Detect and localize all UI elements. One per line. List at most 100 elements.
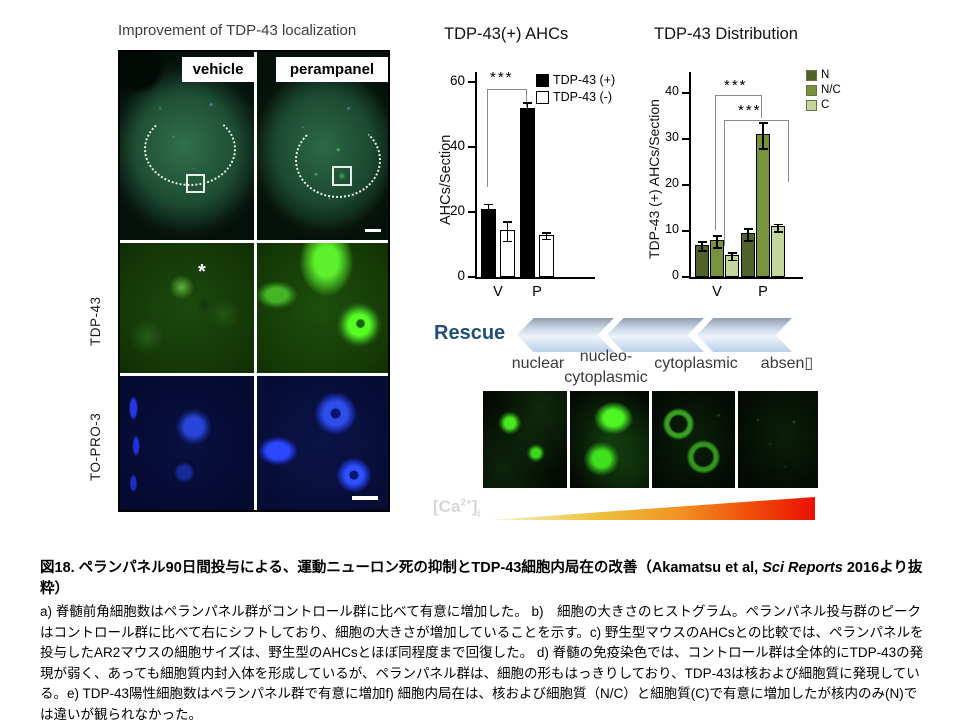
significance-bracket bbox=[487, 89, 526, 90]
error-bar bbox=[506, 221, 508, 241]
caption-body: a) 脊髄前角細胞数はペランパネル群がコントロール群に比べて有意に増加した。 b… bbox=[40, 604, 924, 720]
stage-label-cytoplasmic: cytoplasmic bbox=[654, 355, 738, 372]
bar-group bbox=[741, 72, 785, 277]
asterisk-marker: * bbox=[198, 261, 206, 283]
legend-swatch bbox=[536, 90, 549, 104]
x-category-label: V bbox=[712, 284, 722, 300]
legend-swatch bbox=[806, 99, 817, 111]
legend-swatch bbox=[806, 84, 817, 96]
y-tick-mark bbox=[682, 137, 689, 140]
column-label-vehicle: vehicle bbox=[182, 57, 254, 82]
legend-label: TDP-43 (+) bbox=[553, 73, 616, 87]
error-bar-cap bbox=[523, 102, 532, 104]
y-axis-label: AHCs/Section bbox=[438, 134, 454, 226]
row-label-topro3: TO-PRO-3 bbox=[88, 412, 103, 482]
y-tick-mark bbox=[468, 210, 475, 213]
error-bar bbox=[731, 252, 733, 260]
plot-area bbox=[475, 72, 595, 279]
error-bar bbox=[487, 203, 489, 216]
error-bar-cap bbox=[727, 259, 737, 262]
bar bbox=[771, 223, 785, 277]
ventral-horn-dotted-outline bbox=[295, 122, 381, 198]
topro3-micrograph-vehicle bbox=[120, 376, 254, 510]
error-bar-cap bbox=[712, 247, 722, 249]
significance-stars: *** bbox=[738, 102, 762, 119]
x-category-label: P bbox=[758, 284, 768, 300]
bar bbox=[756, 122, 770, 277]
error-bar-cap bbox=[773, 231, 783, 233]
error-bar-cap bbox=[743, 240, 753, 242]
roi-box bbox=[186, 174, 205, 193]
scale-bar bbox=[352, 496, 378, 500]
spinal-cord-micrograph-vehicle bbox=[120, 52, 254, 240]
strip-micrograph-nuclear bbox=[483, 391, 567, 488]
legend-label: N/C bbox=[821, 84, 841, 96]
legend-swatch bbox=[536, 73, 549, 87]
error-bar-cap bbox=[727, 252, 737, 254]
y-tick-label: 20 bbox=[449, 202, 465, 218]
error-bar-cap bbox=[758, 148, 768, 150]
error-bar-cap bbox=[484, 215, 493, 218]
chart-title: TDP-43(+) AHCs bbox=[444, 25, 569, 43]
error-bar-cap bbox=[484, 203, 493, 206]
stage-label-absent: absen▯ bbox=[760, 355, 814, 372]
significance-bracket bbox=[788, 120, 789, 182]
bar bbox=[741, 228, 755, 277]
roi-box bbox=[332, 166, 352, 186]
legend-item: TDP-43 (+) bbox=[536, 73, 615, 87]
y-tick-label: 30 bbox=[665, 129, 679, 144]
stage-label-nucleo-cytoplasmic: nucleo- cytoplasmic bbox=[564, 348, 648, 386]
y-tick-mark bbox=[468, 145, 475, 148]
error-bar-cap bbox=[773, 223, 783, 226]
legend-item: N bbox=[806, 69, 841, 81]
error-bar-cap bbox=[743, 228, 753, 230]
error-bar-cap bbox=[697, 241, 707, 243]
legend-swatch bbox=[806, 69, 817, 81]
column-label-perampanel: perampanel bbox=[276, 57, 388, 82]
micrograph-panel: vehicle perampanel * bbox=[118, 50, 390, 512]
significance-bracket bbox=[715, 95, 761, 96]
significance-stars: *** bbox=[490, 69, 514, 86]
chart-tdp43-distribution: TDP-43 Distribution TDP-43 (+) AHCs/Sect… bbox=[640, 25, 868, 317]
tdp43-micrograph-vehicle: * bbox=[120, 243, 254, 373]
y-tick-mark bbox=[468, 276, 475, 278]
scale-bar bbox=[365, 229, 381, 232]
calcium-gradient-wedge bbox=[490, 497, 815, 520]
error-bar-cap bbox=[697, 250, 707, 252]
plot-area bbox=[689, 72, 803, 279]
significance-bracket bbox=[715, 95, 716, 230]
caption-heading: 図18. ペランパネル90日間投与による、運動ニューロン死の抑制とTDP-43細… bbox=[40, 560, 923, 598]
strip-micrograph-nucleo-cytoplasmic bbox=[570, 391, 649, 488]
error-bar-cap bbox=[523, 115, 532, 117]
y-tick-mark bbox=[682, 91, 689, 94]
bar bbox=[500, 221, 515, 277]
y-tick-mark bbox=[468, 80, 475, 83]
legend-item: TDP-43 (-) bbox=[536, 90, 615, 104]
significance-stars: *** bbox=[724, 77, 748, 94]
strip-micrograph-cytoplasmic bbox=[652, 391, 735, 488]
bar-group bbox=[481, 72, 515, 277]
bar bbox=[481, 203, 496, 277]
legend-item: N/C bbox=[806, 84, 841, 96]
significance-bracket bbox=[761, 95, 762, 118]
legend-label: TDP-43 (-) bbox=[553, 90, 613, 104]
chart-legend: N N/C C bbox=[806, 69, 841, 111]
left-arrow-icon bbox=[697, 318, 792, 352]
bar-group bbox=[695, 72, 739, 277]
error-bar bbox=[701, 241, 703, 251]
bar bbox=[520, 102, 535, 277]
chart-legend: TDP-43 (+) TDP-43 (-) bbox=[536, 73, 615, 104]
strip-micrograph-absent bbox=[738, 391, 818, 488]
y-tick-label: 0 bbox=[672, 268, 679, 282]
x-category-label: V bbox=[493, 284, 503, 300]
stage-label-nuclear: nuclear bbox=[511, 355, 565, 372]
bar bbox=[695, 241, 709, 277]
y-tick-label: 20 bbox=[665, 175, 679, 190]
legend-item: C bbox=[806, 99, 841, 111]
y-tick-label: 60 bbox=[449, 72, 465, 88]
error-bar bbox=[762, 122, 764, 149]
bar bbox=[710, 235, 724, 277]
error-bar-cap bbox=[758, 122, 768, 124]
y-tick-label: 40 bbox=[449, 137, 465, 153]
